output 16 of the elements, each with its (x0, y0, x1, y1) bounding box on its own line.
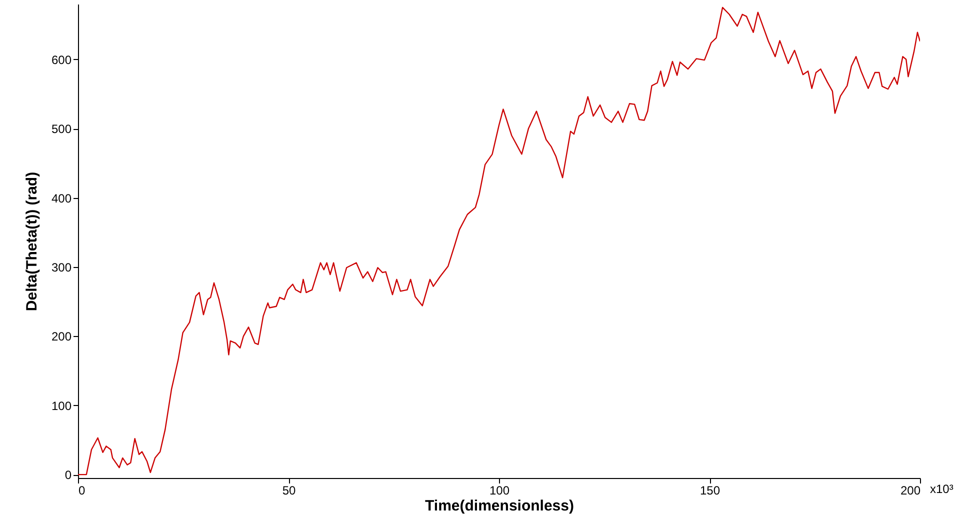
x-tick-label: 50 (282, 484, 296, 498)
x-axis-title: Time(dimensionless) (425, 498, 574, 514)
x-tick-label: 150 (700, 484, 720, 498)
y-tick-label: 500 (51, 122, 72, 136)
x-tick-label: 0 (78, 484, 86, 498)
y-tick-label: 300 (51, 260, 72, 274)
x-tick-label: 200 (900, 484, 921, 498)
text: x10³ (930, 482, 954, 496)
x-tick-label: 100 (489, 484, 510, 498)
y-tick-label: 200 (51, 330, 72, 344)
y-tick-label: 400 (51, 191, 72, 206)
y-tick-label: 100 (51, 398, 72, 413)
line-series (78, 6, 920, 476)
y-tick-label: 0 (64, 468, 72, 482)
y-tick-label: 600 (51, 52, 72, 67)
y-axis-title: Delta(Theta(t)) (rad) (23, 172, 40, 312)
